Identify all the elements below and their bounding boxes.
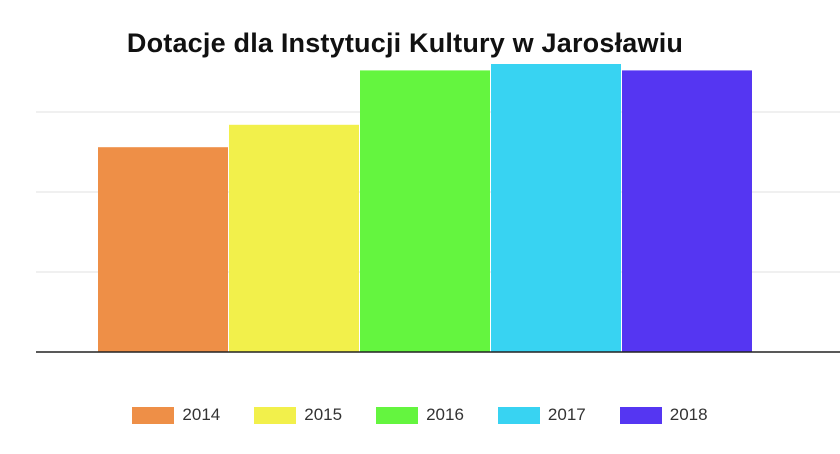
legend-item-2018: 2018: [619, 405, 708, 425]
bars: [98, 64, 752, 353]
legend-label: 2017: [547, 405, 586, 424]
legend-swatch: [132, 406, 175, 424]
chart-title: Dotacje dla Instytucji Kultury w Jarosła…: [126, 28, 684, 58]
bar-2017: [491, 64, 621, 352]
legend-swatch: [619, 406, 662, 424]
legend-item-2016: 2016: [376, 405, 464, 425]
bar-2015: [229, 124, 359, 352]
legend-item-2014: 2014: [132, 405, 220, 425]
legend-item-2015: 2015: [254, 405, 342, 425]
legend-swatch: [254, 406, 297, 424]
legend-label: 2014: [182, 405, 221, 424]
legend-label: 2016: [426, 405, 464, 424]
legend-swatch: [376, 406, 419, 424]
legend-label: 2018: [669, 405, 708, 424]
bar-2014: [98, 147, 228, 352]
legend: 2014 2015 2016 2017 2018: [0, 405, 840, 425]
bar-2018: [622, 70, 752, 353]
legend-item-2017: 2017: [497, 405, 586, 425]
bar-2016: [360, 70, 490, 353]
legend-swatch: [497, 406, 540, 424]
legend-label: 2015: [304, 405, 343, 424]
